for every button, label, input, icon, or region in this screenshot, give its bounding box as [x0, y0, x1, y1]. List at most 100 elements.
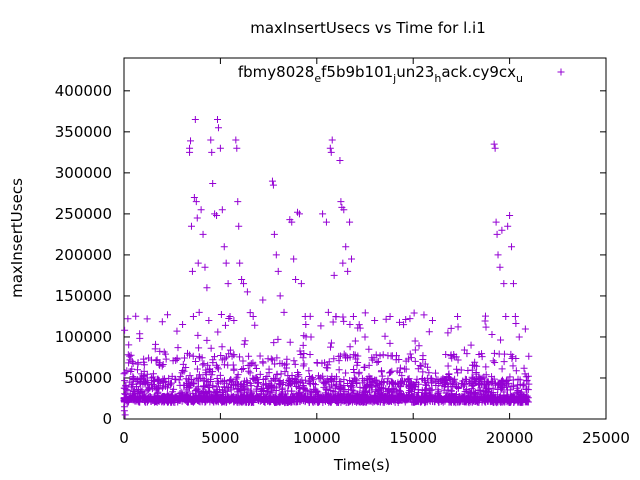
data-point: [200, 382, 208, 390]
data-point: [209, 382, 217, 390]
data-point: [273, 354, 281, 362]
data-point: [478, 378, 486, 386]
data-point: [197, 206, 205, 214]
data-point: [330, 355, 338, 363]
legend-label: fbmy8028ef5b9b101jun23hack.cy9cxu: [238, 63, 523, 85]
data-point: [344, 267, 352, 275]
data-point: [127, 367, 135, 375]
data-point: [167, 379, 175, 387]
data-point: [191, 116, 199, 124]
data-point: [475, 351, 483, 359]
data-point: [421, 385, 429, 393]
data-point: [230, 317, 238, 325]
data-point: [194, 375, 202, 383]
data-point: [468, 366, 476, 374]
data-point: [219, 389, 227, 397]
x-tick-label: 10000: [293, 429, 341, 447]
data-point: [269, 181, 277, 189]
data-point: [230, 351, 238, 359]
data-point: [310, 385, 318, 393]
data-point: [326, 144, 334, 152]
data-point: [472, 396, 480, 404]
data-point: [151, 345, 159, 353]
data-point: [489, 397, 497, 405]
data-point: [122, 386, 130, 394]
data-point: [126, 356, 134, 364]
data-point: [383, 397, 391, 405]
data-point: [280, 308, 288, 316]
data-point: [321, 389, 329, 397]
data-point: [121, 384, 129, 392]
data-point: [121, 377, 129, 385]
data-point: [314, 388, 322, 396]
data-point: [226, 396, 234, 404]
data-point: [462, 395, 470, 403]
data-point: [207, 136, 215, 144]
legend-label-subscript: h: [434, 72, 441, 85]
data-point: [284, 387, 292, 395]
data-point: [447, 394, 455, 402]
data-point: [341, 354, 349, 362]
y-tick-label: 250000: [55, 205, 112, 223]
data-point: [155, 385, 163, 393]
data-point: [238, 366, 246, 374]
data-point: [136, 334, 144, 342]
data-point: [417, 362, 425, 370]
data-point: [381, 332, 389, 340]
data-point: [512, 320, 520, 328]
data-point: [497, 336, 505, 344]
data-point: [167, 381, 175, 389]
data-point: [148, 374, 156, 382]
data-point: [272, 386, 280, 394]
data-point: [292, 276, 300, 284]
data-point: [161, 393, 169, 401]
data-point: [339, 313, 347, 321]
data-point: [325, 358, 333, 366]
data-point: [239, 365, 247, 373]
data-point: [400, 321, 408, 329]
data-point: [427, 375, 435, 383]
data-point: [382, 315, 390, 323]
data-point: [189, 352, 197, 360]
data-point: [143, 315, 151, 323]
data-point: [121, 326, 129, 334]
data-point: [238, 276, 246, 284]
data-point: [402, 316, 410, 324]
data-point: [316, 397, 324, 405]
data-point: [521, 325, 529, 333]
data-point: [192, 394, 200, 402]
data-point: [124, 315, 132, 323]
data-point: [346, 343, 354, 351]
data-point: [336, 157, 344, 165]
data-point: [292, 398, 300, 406]
data-point: [301, 376, 309, 384]
data-point: [415, 342, 423, 350]
data-point: [519, 392, 527, 400]
data-point: [251, 321, 259, 329]
data-point: [469, 361, 477, 369]
data-point: [481, 317, 489, 325]
data-point: [256, 370, 264, 378]
data-point: [373, 358, 381, 366]
data-point: [220, 361, 228, 369]
data-point: [257, 385, 265, 393]
data-point: [300, 384, 308, 392]
data-point: [259, 296, 267, 304]
data-point: [148, 385, 156, 393]
data-point: [214, 377, 222, 385]
data-point: [365, 345, 373, 353]
data-point: [203, 396, 211, 404]
data-point: [186, 351, 194, 359]
data-point: [361, 333, 369, 341]
data-point: [201, 383, 209, 391]
data-point: [176, 373, 184, 381]
data-point: [503, 386, 511, 394]
data-point: [508, 354, 516, 362]
data-point: [344, 379, 352, 387]
data-point: [245, 398, 253, 406]
data-point: [454, 323, 462, 331]
data-point: [272, 394, 280, 402]
data-point: [135, 398, 143, 406]
data-point: [380, 395, 388, 403]
data-point: [444, 329, 452, 337]
